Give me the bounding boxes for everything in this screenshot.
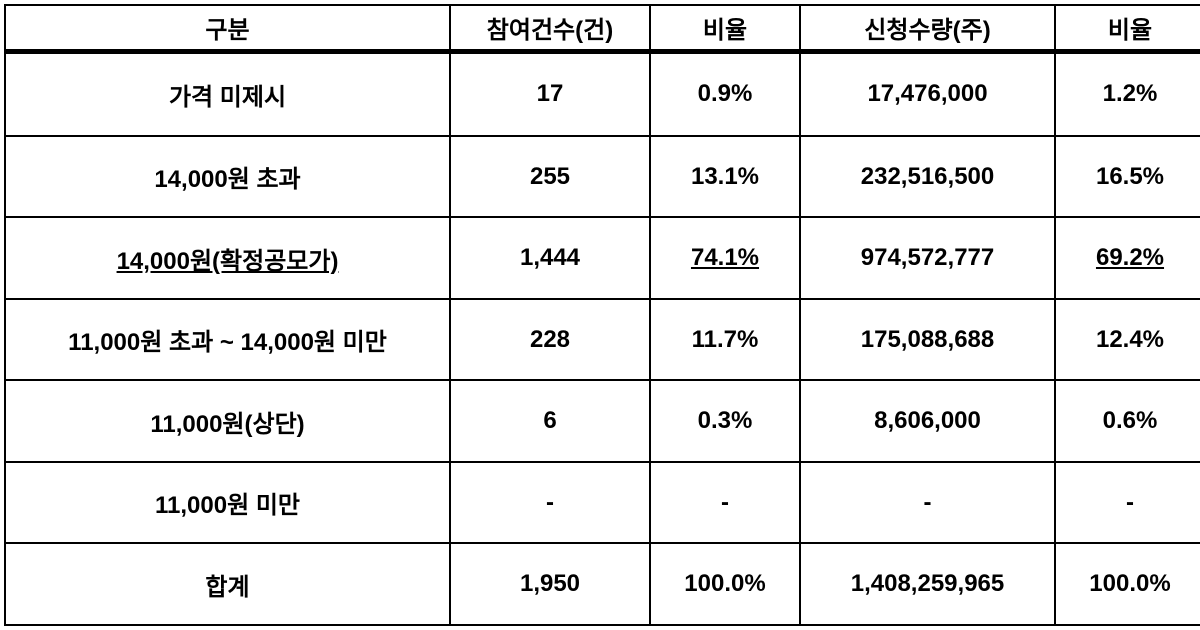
cell-count: - bbox=[450, 462, 650, 544]
col-header-qty: 신청수량(주) bbox=[800, 5, 1055, 52]
cell-category: 14,000원(확정공모가) bbox=[5, 217, 450, 299]
cell-qty: 1,408,259,965 bbox=[800, 543, 1055, 625]
cell-category: 11,000원 미만 bbox=[5, 462, 450, 544]
table-row-total: 합계 1,950 100.0% 1,408,259,965 100.0% bbox=[5, 543, 1200, 625]
cell-ratio1: 100.0% bbox=[650, 543, 800, 625]
col-header-count: 참여건수(건) bbox=[450, 5, 650, 52]
cell-ratio1: 11.7% bbox=[650, 299, 800, 381]
cell-category-text: 14,000원(확정공모가) bbox=[117, 248, 339, 275]
cell-qty: 17,476,000 bbox=[800, 52, 1055, 136]
cell-category: 가격 미제시 bbox=[5, 52, 450, 136]
table-row: 14,000원 초과 255 13.1% 232,516,500 16.5% bbox=[5, 136, 1200, 218]
col-header-ratio2: 비율 bbox=[1055, 5, 1200, 52]
cell-qty: - bbox=[800, 462, 1055, 544]
cell-count: 1,444 bbox=[450, 217, 650, 299]
cell-count: 255 bbox=[450, 136, 650, 218]
cell-category: 14,000원 초과 bbox=[5, 136, 450, 218]
col-header-category: 구분 bbox=[5, 5, 450, 52]
cell-ratio2: 1.2% bbox=[1055, 52, 1200, 136]
cell-qty: 175,088,688 bbox=[800, 299, 1055, 381]
cell-count: 6 bbox=[450, 380, 650, 462]
cell-category: 11,000원 초과 ~ 14,000원 미만 bbox=[5, 299, 450, 381]
table-row: 11,000원 미만 - - - - bbox=[5, 462, 1200, 544]
cell-ratio2: 69.2% bbox=[1055, 217, 1200, 299]
cell-ratio2: 0.6% bbox=[1055, 380, 1200, 462]
cell-ratio1: 74.1% bbox=[650, 217, 800, 299]
header-row: 구분 참여건수(건) 비율 신청수량(주) 비율 bbox=[5, 5, 1200, 52]
cell-ratio2: - bbox=[1055, 462, 1200, 544]
cell-count: 228 bbox=[450, 299, 650, 381]
cell-ratio1: 0.9% bbox=[650, 52, 800, 136]
pricing-table: 구분 참여건수(건) 비율 신청수량(주) 비율 가격 미제시 17 0.9% … bbox=[4, 4, 1200, 626]
cell-count: 1,950 bbox=[450, 543, 650, 625]
cell-ratio2: 100.0% bbox=[1055, 543, 1200, 625]
cell-ratio1: 13.1% bbox=[650, 136, 800, 218]
cell-category: 합계 bbox=[5, 543, 450, 625]
cell-ratio1: 0.3% bbox=[650, 380, 800, 462]
cell-ratio2-text: 69.2% bbox=[1096, 244, 1164, 271]
table-row: 가격 미제시 17 0.9% 17,476,000 1.2% bbox=[5, 52, 1200, 136]
cell-qty: 232,516,500 bbox=[800, 136, 1055, 218]
cell-ratio1: - bbox=[650, 462, 800, 544]
cell-category: 11,000원(상단) bbox=[5, 380, 450, 462]
table-row: 14,000원(확정공모가) 1,444 74.1% 974,572,777 6… bbox=[5, 217, 1200, 299]
cell-ratio1-text: 74.1% bbox=[691, 244, 759, 271]
cell-qty: 974,572,777 bbox=[800, 217, 1055, 299]
cell-count: 17 bbox=[450, 52, 650, 136]
table-row: 11,000원 초과 ~ 14,000원 미만 228 11.7% 175,08… bbox=[5, 299, 1200, 381]
cell-ratio2: 12.4% bbox=[1055, 299, 1200, 381]
table-body: 가격 미제시 17 0.9% 17,476,000 1.2% 14,000원 초… bbox=[5, 52, 1200, 626]
col-header-ratio1: 비율 bbox=[650, 5, 800, 52]
table-header: 구분 참여건수(건) 비율 신청수량(주) 비율 bbox=[5, 5, 1200, 52]
cell-ratio2: 16.5% bbox=[1055, 136, 1200, 218]
table-row: 11,000원(상단) 6 0.3% 8,606,000 0.6% bbox=[5, 380, 1200, 462]
cell-qty: 8,606,000 bbox=[800, 380, 1055, 462]
